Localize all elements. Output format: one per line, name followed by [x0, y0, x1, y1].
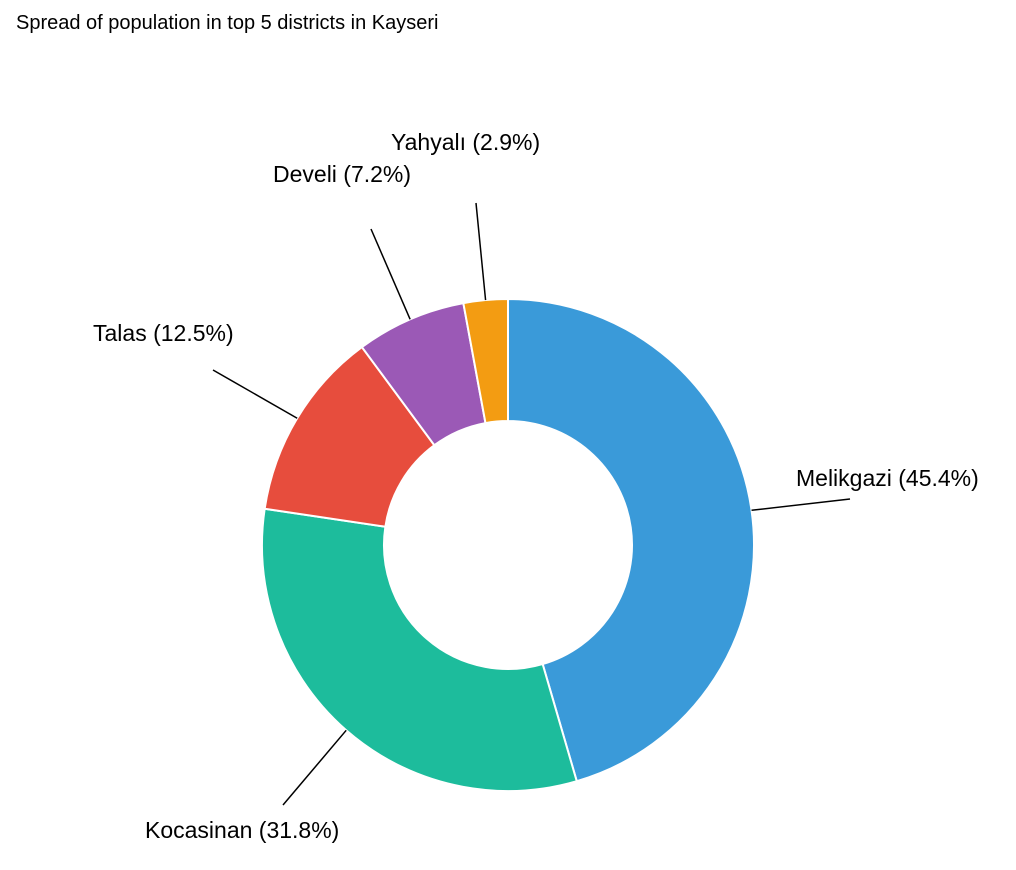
leader-line-4: [475, 202, 487, 301]
leader-line-3: [370, 228, 411, 320]
slice-label-2: Talas (12.5%): [93, 320, 234, 346]
leader-line-1: [282, 729, 347, 806]
slice-label-0: Melikgazi (45.4%): [796, 465, 979, 491]
leader-line-2: [212, 369, 298, 419]
slice-label-3: Develi (7.2%): [273, 161, 411, 187]
slice-0: [507, 297, 755, 783]
slice-label-1: Kocasinan (31.8%): [145, 817, 339, 843]
slice-4: [462, 297, 509, 425]
leader-line-0: [751, 498, 851, 512]
donut-slices: [261, 297, 755, 792]
slice-1: [261, 507, 579, 792]
slice-label-4: Yahyalı (2.9%): [391, 129, 540, 155]
slice-labels: Melikgazi (45.4%) Kocasinan (31.8%) Talas …: [93, 129, 979, 843]
chart-title: Spread of population in top 5 districts …: [16, 12, 439, 34]
leader-lines: [212, 202, 851, 806]
